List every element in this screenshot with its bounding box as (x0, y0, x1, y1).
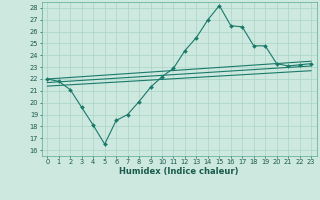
X-axis label: Humidex (Indice chaleur): Humidex (Indice chaleur) (119, 167, 239, 176)
